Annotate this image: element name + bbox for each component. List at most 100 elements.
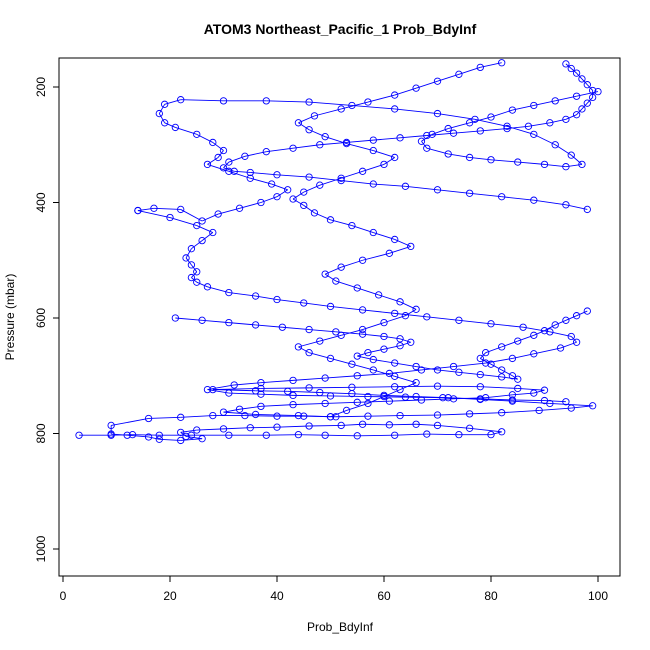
data-point [160, 119, 169, 127]
data-point [530, 331, 538, 339]
data-point [498, 343, 506, 351]
series-line-segment [400, 135, 427, 139]
series-1 [289, 59, 506, 421]
series-line-segment [276, 299, 304, 304]
data-point [273, 423, 281, 431]
data-point [417, 366, 426, 374]
data-point [171, 123, 180, 132]
data-point [305, 325, 313, 334]
series-line-segment [351, 393, 385, 396]
series-line-segment [549, 118, 566, 124]
series-line-segment [341, 170, 363, 179]
data-point [567, 332, 575, 341]
data-point [465, 410, 474, 418]
data-point [391, 309, 399, 318]
data-point [177, 428, 185, 436]
series-line-segment [373, 150, 395, 158]
data-point [524, 122, 533, 130]
series-line-segment [533, 199, 566, 206]
data-point [551, 141, 559, 149]
data-point [583, 307, 591, 315]
series-line-segment [346, 139, 374, 143]
data-point [423, 144, 431, 152]
data-point [540, 386, 549, 394]
data-point [225, 318, 233, 327]
data-point [235, 405, 244, 413]
data-point [551, 321, 559, 329]
data-point [219, 408, 228, 416]
data-point [209, 411, 217, 420]
data-point [396, 385, 404, 394]
series-0 [75, 382, 597, 445]
data-point [257, 390, 265, 398]
data-point [332, 328, 340, 336]
data-point [241, 152, 249, 160]
data-point [433, 109, 442, 118]
series-line-segment [437, 424, 470, 429]
data-point [401, 312, 410, 320]
data-point [353, 432, 361, 440]
series-line-segment [357, 372, 390, 377]
data-point [503, 122, 511, 130]
data-point [187, 431, 196, 439]
data-point [300, 188, 308, 196]
series-line-segment [570, 336, 577, 343]
data-point [369, 228, 377, 237]
series-line-segment [480, 128, 508, 132]
series-line-segment [202, 319, 229, 324]
data-point [487, 360, 495, 368]
series-line-segment [180, 99, 224, 102]
data-point [182, 254, 190, 262]
series-line-segment [453, 130, 481, 134]
series-line-segment [325, 401, 358, 404]
series-line-segment [490, 109, 513, 118]
series-line-segment [437, 73, 460, 82]
series-line-segment [383, 157, 395, 165]
series-line-segment [228, 322, 256, 326]
data-point [203, 160, 212, 169]
series-line-segment [164, 99, 181, 105]
data-point [487, 156, 495, 164]
series-line-segment [373, 369, 395, 377]
series-line-segment [437, 189, 470, 194]
x-tick-label: 0 [60, 589, 67, 603]
series-line-segment [250, 172, 278, 176]
data-point [235, 204, 244, 212]
data-point [289, 400, 297, 409]
data-point [305, 126, 313, 134]
series-line-segment [266, 100, 310, 103]
series-line-segment [426, 316, 459, 321]
data-point [407, 242, 415, 251]
series-line-segment [421, 141, 428, 149]
y-tick-label: 400 [34, 192, 48, 212]
series-line-segment [394, 87, 417, 96]
series-line-segment [346, 403, 369, 411]
series-line-segment [287, 390, 320, 393]
series-line-segment [314, 108, 342, 117]
data-point [514, 337, 522, 345]
series-line-segment [223, 427, 251, 430]
data-point [358, 306, 367, 314]
data-point [348, 101, 356, 110]
data-point [439, 394, 447, 402]
data-point [171, 314, 180, 322]
data-point [273, 295, 281, 304]
series-line-segment [426, 147, 449, 155]
series-line-segment [223, 161, 230, 169]
data-point [449, 362, 458, 371]
data-point [433, 421, 442, 430]
data-point [514, 158, 522, 166]
series-line-segment [282, 326, 310, 330]
data-point [326, 392, 335, 400]
data-point [562, 201, 570, 209]
data-point [530, 350, 538, 358]
data-point [385, 421, 393, 429]
series-line-segment [335, 280, 358, 289]
series-line-segment [399, 341, 411, 347]
series-line-segment [517, 161, 545, 165]
data-point [380, 318, 388, 327]
series-line-segment [330, 219, 353, 227]
data-point [348, 221, 356, 230]
data-point [364, 412, 372, 420]
data-point [267, 180, 276, 188]
